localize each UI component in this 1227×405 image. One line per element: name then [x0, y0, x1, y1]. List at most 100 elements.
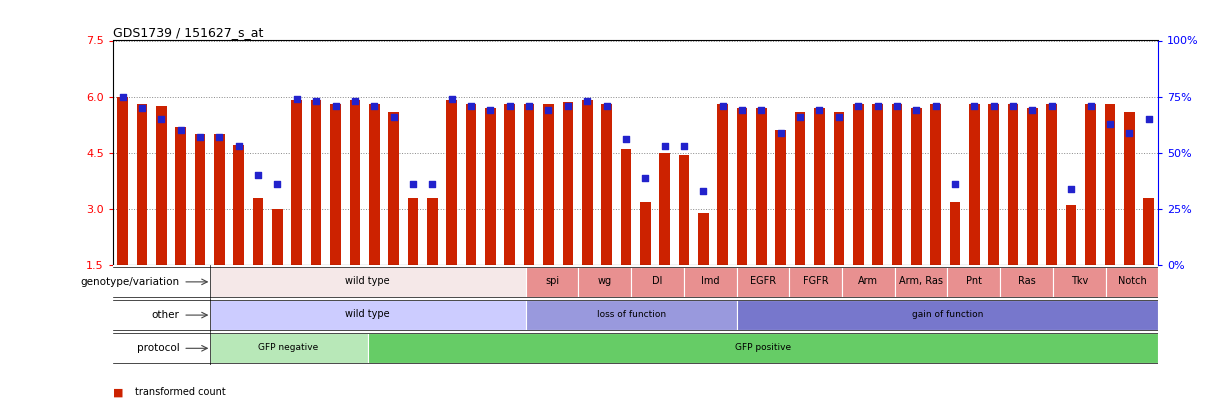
Bar: [233, 145, 244, 265]
Point: [404, 181, 423, 188]
Point: [867, 102, 887, 109]
Bar: [756, 108, 767, 265]
Bar: [601, 104, 612, 265]
Point: [345, 98, 364, 104]
Point: [984, 102, 1004, 109]
Point: [1081, 102, 1101, 109]
Text: wild type: wild type: [345, 309, 390, 320]
Text: Pnt: Pnt: [966, 276, 982, 286]
Point: [790, 114, 810, 120]
Text: Notch: Notch: [1118, 276, 1146, 286]
Bar: [210, 267, 526, 297]
Point: [499, 102, 519, 109]
Bar: [210, 300, 526, 330]
Bar: [213, 134, 225, 265]
Bar: [1053, 267, 1106, 297]
Point: [674, 143, 693, 149]
Point: [636, 175, 655, 181]
Bar: [1124, 112, 1135, 265]
Bar: [524, 104, 535, 265]
Point: [596, 102, 616, 109]
Text: Arm, Ras: Arm, Ras: [899, 276, 944, 286]
Point: [1119, 130, 1139, 136]
Bar: [833, 112, 844, 265]
Text: Arm: Arm: [859, 276, 879, 286]
Point: [848, 102, 867, 109]
Point: [442, 96, 461, 102]
Text: Dl: Dl: [653, 276, 663, 286]
Bar: [368, 333, 1158, 363]
Bar: [698, 213, 709, 265]
Point: [210, 134, 229, 141]
Text: transformed count: transformed count: [135, 387, 226, 397]
Text: EGFR: EGFR: [750, 276, 775, 286]
Point: [829, 114, 849, 120]
Bar: [789, 267, 842, 297]
Text: other: other: [152, 310, 179, 320]
Point: [519, 102, 539, 109]
Bar: [1007, 104, 1018, 265]
Text: FGFR: FGFR: [802, 276, 828, 286]
Point: [578, 98, 598, 104]
Text: loss of function: loss of function: [596, 310, 666, 319]
Text: GFP positive: GFP positive: [735, 343, 791, 352]
Point: [325, 102, 345, 109]
Point: [616, 136, 636, 143]
Point: [558, 102, 578, 109]
Bar: [1027, 108, 1038, 265]
Point: [248, 172, 267, 179]
Point: [151, 116, 171, 122]
Point: [539, 107, 558, 113]
Bar: [1085, 104, 1096, 265]
Bar: [407, 198, 418, 265]
Bar: [930, 104, 941, 265]
Bar: [736, 267, 789, 297]
Bar: [969, 104, 979, 265]
Point: [926, 102, 946, 109]
Point: [229, 143, 249, 149]
Bar: [659, 153, 670, 265]
Bar: [330, 104, 341, 265]
Text: wild type: wild type: [345, 276, 390, 286]
Point: [810, 107, 829, 113]
Point: [307, 98, 326, 104]
Point: [713, 102, 733, 109]
Point: [1022, 107, 1042, 113]
Point: [907, 107, 926, 113]
Bar: [718, 104, 728, 265]
Bar: [989, 104, 999, 265]
Text: ■: ■: [113, 387, 124, 397]
Point: [887, 102, 907, 109]
Bar: [1144, 198, 1153, 265]
Bar: [562, 102, 573, 265]
Bar: [350, 100, 361, 265]
Point: [190, 134, 210, 141]
Text: GFP negative: GFP negative: [259, 343, 319, 352]
Point: [171, 127, 190, 134]
Bar: [1066, 205, 1076, 265]
Text: Tkv: Tkv: [1071, 276, 1088, 286]
Bar: [775, 130, 787, 265]
Bar: [136, 104, 147, 265]
Point: [1101, 120, 1120, 127]
Bar: [679, 155, 690, 265]
Bar: [175, 127, 187, 265]
Point: [422, 181, 442, 188]
Point: [733, 107, 752, 113]
Point: [113, 94, 133, 100]
Bar: [504, 104, 515, 265]
Bar: [853, 104, 864, 265]
Bar: [544, 104, 553, 265]
Point: [384, 114, 404, 120]
Point: [1061, 185, 1081, 192]
Bar: [842, 267, 894, 297]
Bar: [872, 104, 883, 265]
Bar: [683, 267, 736, 297]
Point: [752, 107, 772, 113]
Bar: [369, 104, 379, 265]
Bar: [815, 108, 825, 265]
Bar: [485, 108, 496, 265]
Point: [267, 181, 287, 188]
Bar: [388, 112, 399, 265]
Bar: [736, 108, 747, 265]
